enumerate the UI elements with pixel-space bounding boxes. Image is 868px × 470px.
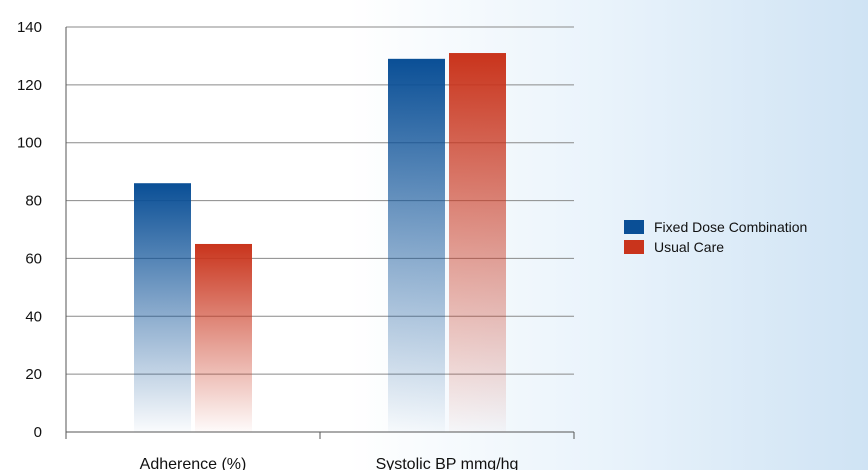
y-tick-label: 40 [25,308,42,325]
bar-usual-care-0 [195,243,252,432]
y-tick-label: 100 [17,135,42,152]
y-tick-label: 60 [25,250,42,267]
legend-swatch [624,220,644,234]
axis-labels: 0 20 40 60 80 100 120 140 Adherence (%) Systolic … [17,19,518,470]
x-category-label: Adherence (%) [140,456,247,470]
bar-usual-care-1 [449,53,506,433]
y-tick-label: 140 [17,19,42,36]
x-category-label: Systolic BP mmg/hg [376,456,519,470]
y-tick-label: 20 [25,366,42,383]
legend-swatch [624,240,644,254]
legend: Fixed Dose Combination Usual Care [624,219,807,255]
legend-label: Usual Care [654,239,724,255]
bar-fixed-dose-0 [134,183,191,432]
y-tick-label: 120 [17,77,42,94]
legend-label: Fixed Dose Combination [654,219,807,235]
y-tick-label: 0 [34,424,42,441]
y-tick-label: 80 [25,193,42,210]
bars [134,53,506,433]
bar-fixed-dose-1 [388,58,445,432]
